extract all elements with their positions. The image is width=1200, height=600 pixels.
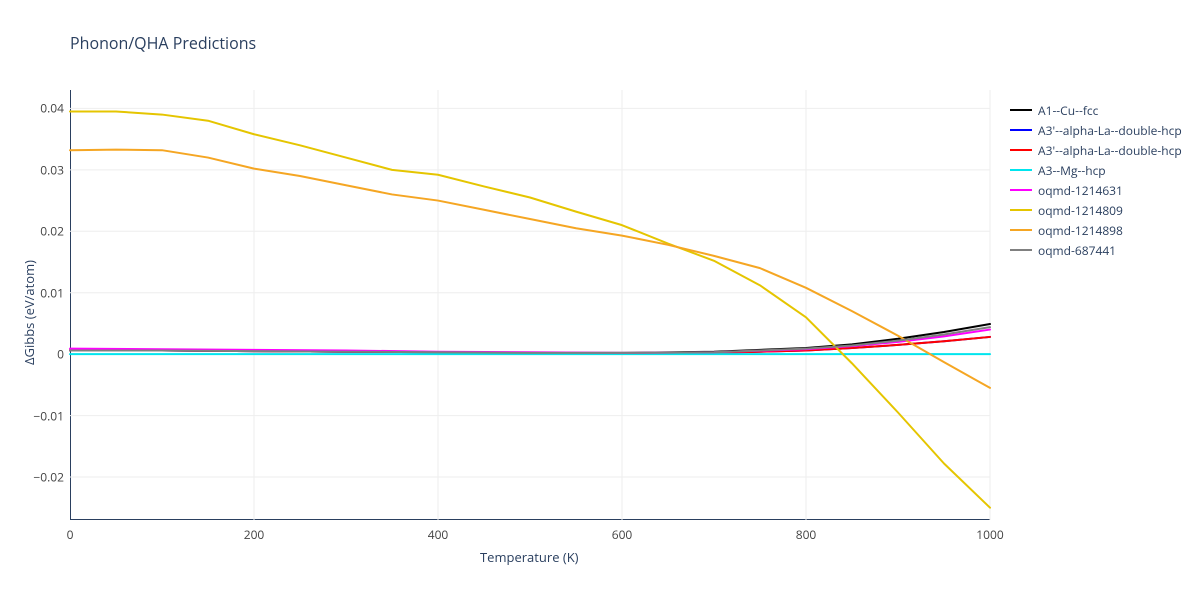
x-tick-label: 800 bbox=[796, 526, 817, 543]
legend-label: oqmd-1214898 bbox=[1038, 222, 1123, 239]
legend-swatch bbox=[1010, 209, 1032, 211]
legend-label: A1--Cu--fcc bbox=[1038, 102, 1098, 119]
legend-label: oqmd-1214631 bbox=[1038, 182, 1123, 199]
legend-label: A3'--alpha-La--double-hcp bbox=[1038, 122, 1182, 139]
series-line[interactable] bbox=[70, 112, 990, 508]
y-tick-label: 0.03 bbox=[20, 161, 64, 178]
y-tick-label: −0.02 bbox=[20, 469, 64, 486]
legend-swatch bbox=[1010, 149, 1032, 151]
x-tick-label: 0 bbox=[67, 526, 74, 543]
legend-item[interactable]: A3'--alpha-La--double-hcp bbox=[1010, 120, 1182, 140]
legend-item[interactable]: oqmd-1214809 bbox=[1010, 200, 1182, 220]
legend-label: oqmd-687441 bbox=[1038, 242, 1116, 259]
legend-item[interactable]: oqmd-1214631 bbox=[1010, 180, 1182, 200]
chart-container: Phonon/QHA Predictions ΔGibbs (eV/atom) … bbox=[0, 0, 1200, 600]
series-line[interactable] bbox=[70, 330, 990, 353]
legend-item[interactable]: oqmd-687441 bbox=[1010, 240, 1182, 260]
x-tick-label: 200 bbox=[244, 526, 265, 543]
legend-item[interactable]: oqmd-1214898 bbox=[1010, 220, 1182, 240]
x-tick-label: 1000 bbox=[976, 526, 1003, 543]
y-tick-label: −0.01 bbox=[20, 407, 64, 424]
legend-swatch bbox=[1010, 109, 1032, 111]
y-tick-label: 0.01 bbox=[20, 284, 64, 301]
legend-label: A3--Mg--hcp bbox=[1038, 162, 1106, 179]
legend: A1--Cu--fcc A3'--alpha-La--double-hcp A3'-… bbox=[1010, 100, 1182, 260]
legend-swatch bbox=[1010, 249, 1032, 251]
legend-swatch bbox=[1010, 169, 1032, 171]
x-axis-title: Temperature (K) bbox=[480, 548, 579, 566]
legend-item[interactable]: A1--Cu--fcc bbox=[1010, 100, 1182, 120]
legend-item[interactable]: A3'--alpha-La--double-hcp bbox=[1010, 140, 1182, 160]
y-tick-label: 0.02 bbox=[20, 223, 64, 240]
legend-swatch bbox=[1010, 229, 1032, 231]
x-tick-label: 600 bbox=[612, 526, 633, 543]
legend-item[interactable]: A3--Mg--hcp bbox=[1010, 160, 1182, 180]
legend-swatch bbox=[1010, 129, 1032, 131]
plot-svg bbox=[70, 90, 990, 520]
y-tick-label: 0.04 bbox=[20, 100, 64, 117]
y-tick-label: 0 bbox=[20, 346, 64, 363]
x-tick-label: 400 bbox=[428, 526, 449, 543]
legend-swatch bbox=[1010, 189, 1032, 191]
chart-title: Phonon/QHA Predictions bbox=[70, 32, 256, 54]
legend-label: A3'--alpha-La--double-hcp bbox=[1038, 142, 1182, 159]
legend-label: oqmd-1214809 bbox=[1038, 202, 1123, 219]
